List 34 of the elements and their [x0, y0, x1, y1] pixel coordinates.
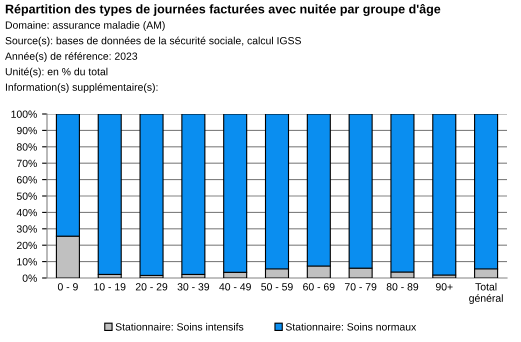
y-tick-label: 90% [16, 126, 37, 134]
text: Domaine: assurance maladie (AM) [6, 21, 165, 31]
bar [181, 114, 206, 275]
x-tick-label: 90+ [436, 283, 453, 291]
x-tick-label: 30 - 39 [178, 283, 210, 291]
y-tick-label: 10% [17, 258, 37, 266]
x-tick-label: 50 - 59 [261, 283, 293, 291]
legend-label: Stationnaire: Soins intensifs [116, 322, 244, 331]
y-tick-label: 40% [16, 208, 37, 216]
y-tick-label: 70% [16, 160, 37, 168]
text: Information(s) supplémentaire(s): [6, 83, 158, 93]
bar [139, 114, 164, 276]
x-tick-label: 60 - 69 [303, 283, 335, 291]
chart-title: Répartition des types de journées facturées avec nuitée par groupe d'âge [6, 4, 440, 16]
y-tick-label: 20% [16, 242, 37, 250]
y-tick-label: 60% [16, 176, 37, 184]
y-tick-label: 50% [16, 192, 37, 200]
x-tick-label: 80 - 89 [386, 283, 418, 291]
y-tick-label: 80% [16, 143, 37, 151]
y-tick-label: 100% [11, 110, 37, 118]
y-tick-label: 30% [16, 225, 37, 233]
text: Année(s) de référence: 2023 [5, 52, 138, 62]
x-tick-label: 40 - 49 [219, 283, 251, 291]
legend-label: Stationnaire: Soins normaux [286, 322, 416, 331]
bar [98, 114, 122, 275]
source-note: Source(s): bases de données de la sécurité sociale, calcul IGSS [5, 36, 301, 46]
y-tick-label: 0% [22, 274, 37, 282]
x-tick-label: 0 - 9 [58, 283, 78, 291]
text: Unité(s): en % du total [6, 68, 108, 78]
x-tick-label: Total général [469, 282, 503, 304]
x-tick-label: 70 - 79 [344, 283, 376, 291]
x-tick-label: 20 - 29 [136, 283, 168, 291]
bar [432, 114, 456, 276]
x-tick-label: 10 - 19 [94, 283, 126, 291]
